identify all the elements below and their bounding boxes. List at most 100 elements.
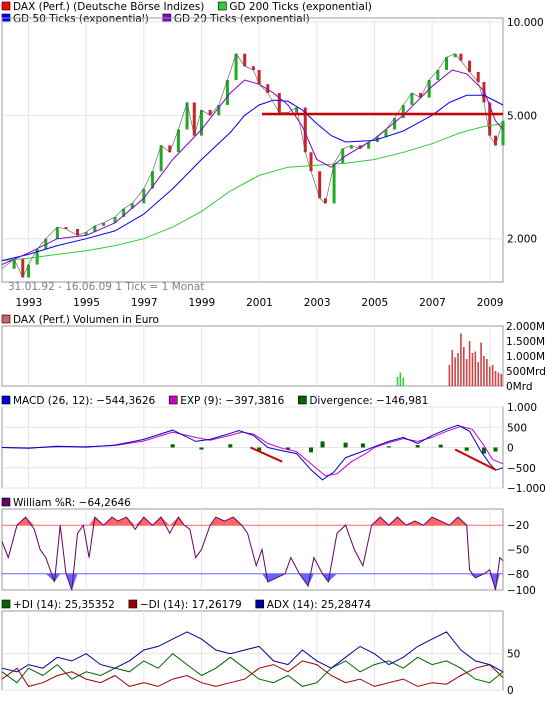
price-candle [192, 102, 196, 136]
x-tick-label: 2001 [246, 297, 273, 309]
volume-bar [454, 357, 456, 386]
price-candle [295, 107, 299, 113]
volume-bar [457, 353, 459, 386]
volume-bar [477, 362, 480, 386]
panel-frame [1, 610, 504, 691]
divergence-bar [285, 447, 290, 450]
divergence-trendline [250, 446, 283, 463]
price-candle [401, 104, 405, 119]
y-tick-label: 1.000 [507, 402, 537, 414]
x-tick-label: 2003 [304, 297, 331, 309]
legend-label: DAX (Perf.) (Deutsche Börse Indizes) [13, 1, 204, 13]
x-tick-label: 2005 [361, 297, 388, 309]
price-candle [303, 107, 307, 153]
divergence-bar [309, 447, 314, 453]
price-candle [494, 135, 498, 146]
y-tick-label: 500Mrd [506, 366, 545, 378]
x-tick-label: 1995 [73, 297, 100, 309]
price-candle [64, 227, 68, 229]
price-candle [243, 53, 247, 67]
volume-bar [399, 372, 402, 386]
price-candle [501, 120, 505, 146]
x-tick-label: 2009 [477, 297, 504, 309]
price-candle [468, 60, 472, 72]
price-candle [476, 71, 480, 83]
price-candle [309, 152, 313, 172]
divergence-trendline [454, 448, 496, 471]
price-candle [318, 171, 322, 199]
price-candle [393, 118, 397, 130]
price-candle [21, 259, 25, 278]
y-tick-label: −20 [507, 520, 529, 532]
price-candle [122, 208, 126, 217]
price-candle [76, 228, 80, 236]
legend-swatch [1, 497, 11, 507]
legend-swatch [1, 1, 11, 11]
y-tick-label: 0 [507, 443, 514, 455]
panel-frame [1, 508, 504, 591]
y-tick-label: 1.500Mrd [506, 336, 545, 348]
volume-bar [396, 377, 399, 386]
date-range-note: 31.01.92 - 16.06.09 1 Tick = 1 Monat [8, 281, 204, 293]
price-candle [159, 145, 163, 172]
legend-swatch [298, 395, 307, 405]
price-candle [168, 145, 172, 153]
legend-label: GD 50 Ticks (exponential) [13, 13, 149, 25]
legend-label: Divergence: −146,981 [309, 395, 428, 407]
price-candle [150, 171, 154, 189]
legend-label: +DI (14): 25,35352 [13, 599, 115, 611]
price-candle [482, 82, 486, 103]
price-candle [55, 227, 59, 239]
legend-swatch [1, 599, 11, 609]
moving-average-line [1, 123, 504, 262]
william-r-line [1, 516, 504, 591]
divergence-bar [320, 441, 325, 448]
price-candle [349, 145, 353, 149]
legend-label: DAX (Perf.) Volumen in Euro [13, 314, 159, 326]
moving-average-line [1, 69, 504, 266]
price-candle [341, 148, 345, 164]
volume-bar [483, 356, 485, 386]
price-candle [234, 53, 238, 80]
price-candle [12, 259, 16, 269]
price-candle [217, 104, 221, 116]
volume-bar [488, 366, 491, 386]
divergence-bar [481, 447, 486, 454]
y-tick-label: 50 [507, 649, 520, 661]
price-candle [410, 93, 414, 105]
overbought-fill [2, 517, 503, 526]
price-candle [199, 110, 203, 136]
price-candle [101, 222, 105, 226]
price-candle [323, 198, 327, 204]
divergence-bar [493, 447, 498, 452]
legend-swatch [1, 395, 11, 405]
price-candle [93, 225, 97, 233]
price-candle [130, 203, 134, 209]
y-tick-label: −50 [507, 545, 529, 557]
volume-bar [460, 333, 462, 386]
divergence-bar [228, 444, 233, 448]
dmi-line [1, 660, 504, 687]
volume-bar [474, 351, 477, 386]
price-candle [185, 102, 189, 130]
volume-bar [486, 359, 488, 386]
y-tick-label: 1.000Mrd [506, 351, 545, 363]
volume-bar [448, 365, 451, 386]
price-candle [445, 57, 449, 71]
volume-bar [471, 353, 474, 386]
price-candle [488, 102, 492, 136]
price-candle [419, 93, 423, 98]
price-candle [384, 129, 388, 138]
price-candle [453, 53, 457, 58]
exp-signal-line [1, 425, 504, 477]
volume-bar [402, 377, 405, 386]
legend-label: GD 20 Ticks (exponential) [174, 13, 310, 25]
price-candle [332, 163, 336, 204]
price-candle [113, 216, 117, 223]
x-tick-label: 1993 [16, 297, 43, 309]
volume-bar [451, 350, 454, 386]
panel-frame [1, 325, 504, 387]
divergence-bar [415, 445, 420, 448]
divergence-bar [199, 447, 204, 450]
y-tick-label: −80 [507, 569, 529, 581]
